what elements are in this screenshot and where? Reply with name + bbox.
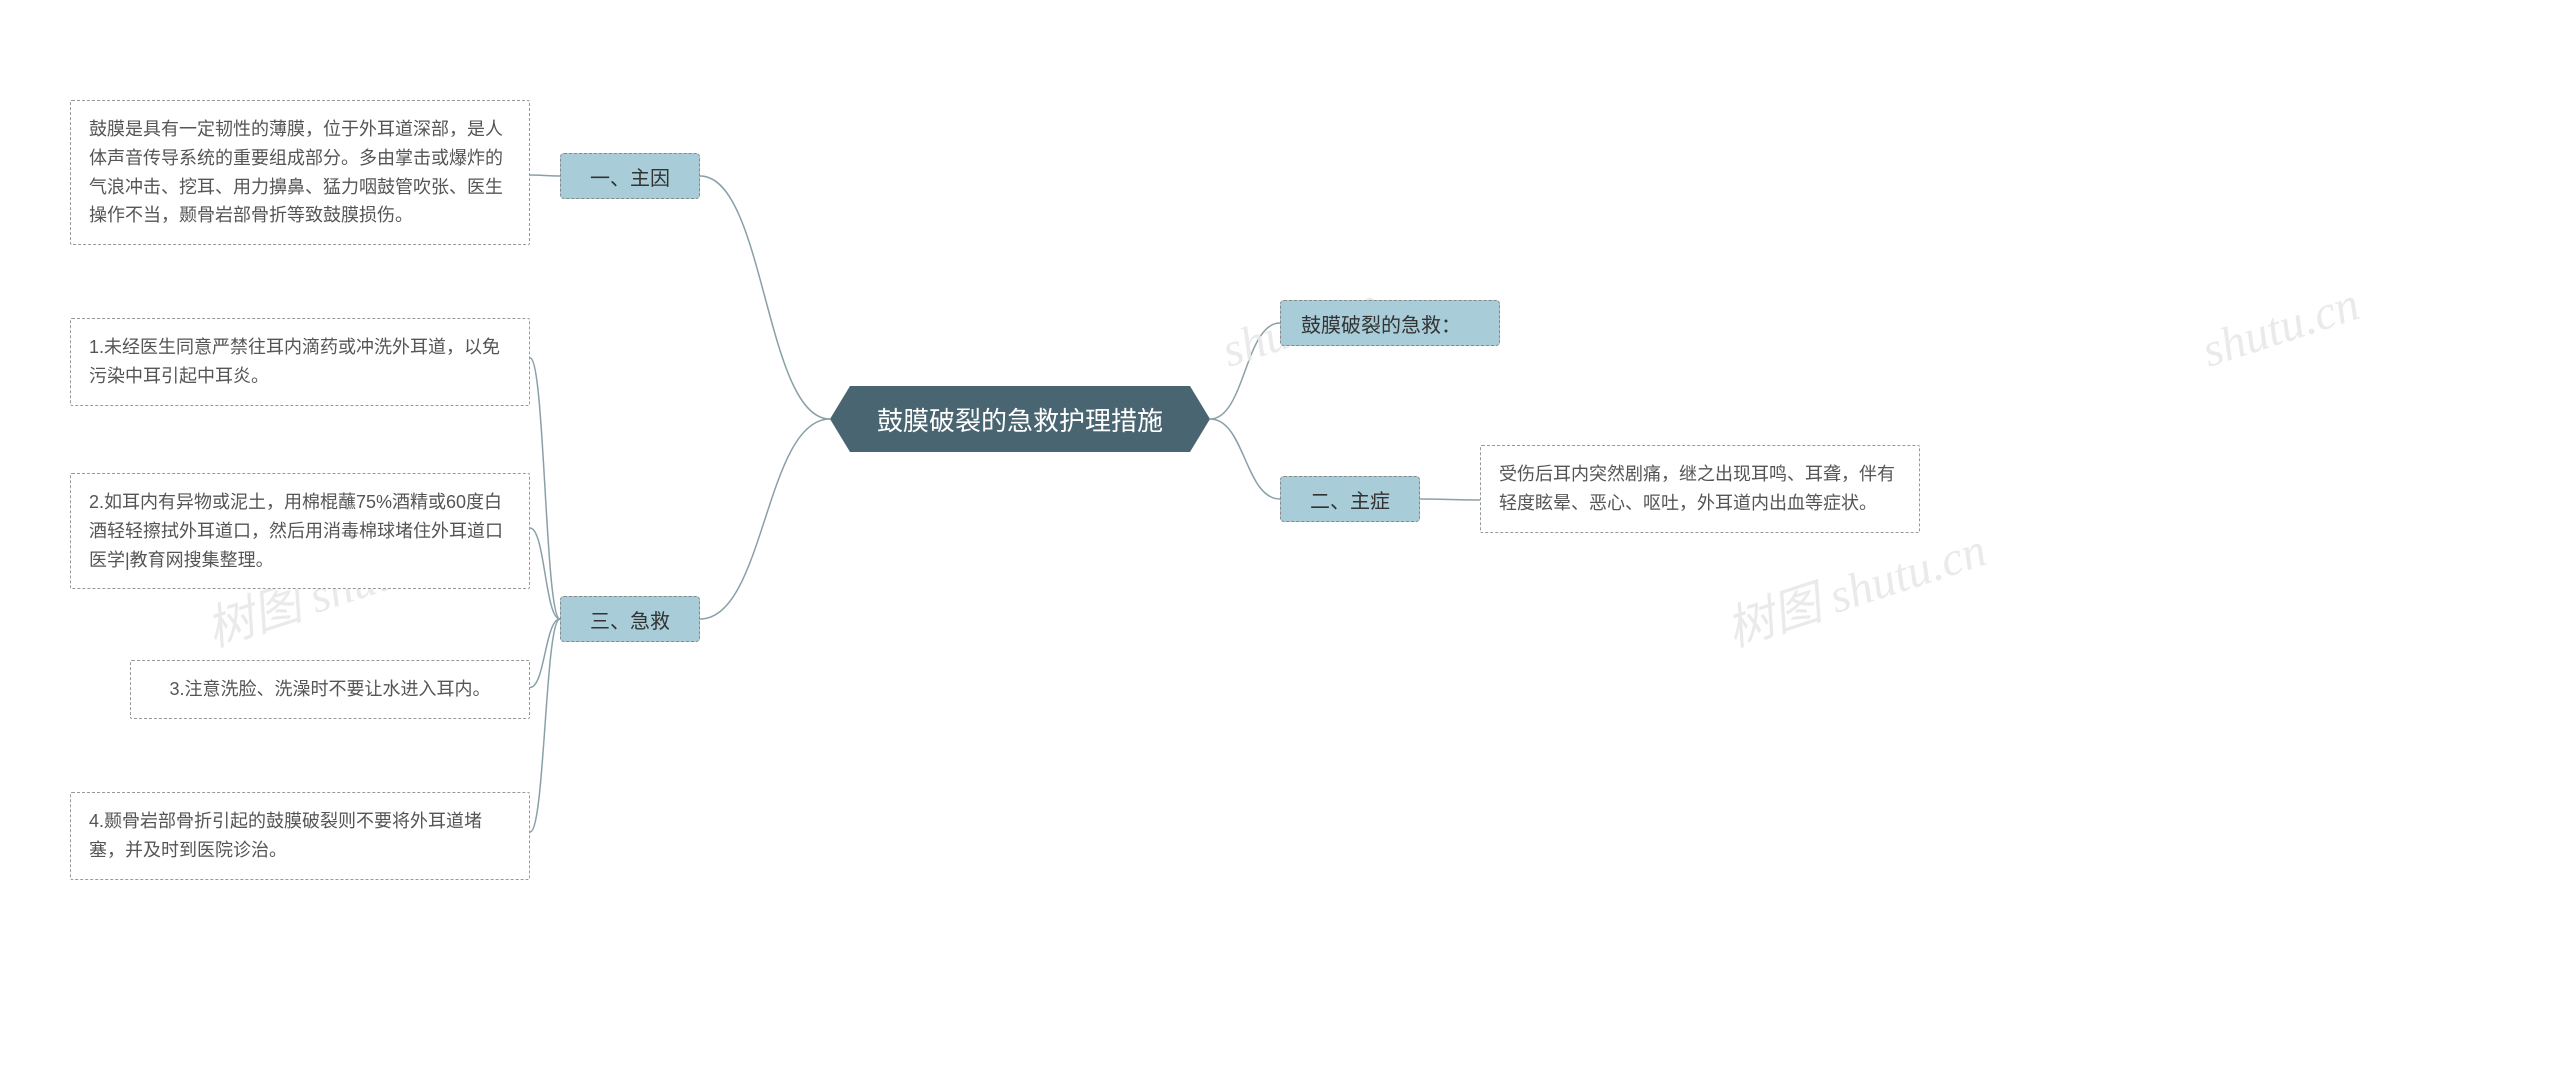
leaf-cause-desc: 鼓膜是具有一定韧性的薄膜，位于外耳道深部，是人体声音传导系统的重要组成部分。多由… [70,100,530,245]
root-node: 鼓膜破裂的急救护理措施 [830,386,1210,452]
leaf-firstaid-4: 4.颞骨岩部骨折引起的鼓膜破裂则不要将外耳道堵塞，并及时到医院诊治。 [70,792,530,880]
leaf-symptom-desc: 受伤后耳内突然剧痛，继之出现耳鸣、耳聋，伴有轻度眩晕、恶心、呕吐，外耳道内出血等… [1480,445,1920,533]
branch-cause: 一、主因 [560,153,700,199]
branch-symptom: 二、主症 [1280,476,1420,522]
watermark-4: shutu.cn [2195,276,2365,378]
branch-firstaid: 三、急救 [560,596,700,642]
leaf-firstaid-1: 1.未经医生同意严禁往耳内滴药或冲洗外耳道，以免污染中耳引起中耳炎。 [70,318,530,406]
leaf-firstaid-3: 3.注意洗脸、洗澡时不要让水进入耳内。 [130,660,530,719]
branch-firstaid-title: 鼓膜破裂的急救： [1280,300,1500,346]
leaf-firstaid-2: 2.如耳内有异物或泥土，用棉棍蘸75%酒精或60度白酒轻轻擦拭外耳道口，然后用消… [70,473,530,589]
